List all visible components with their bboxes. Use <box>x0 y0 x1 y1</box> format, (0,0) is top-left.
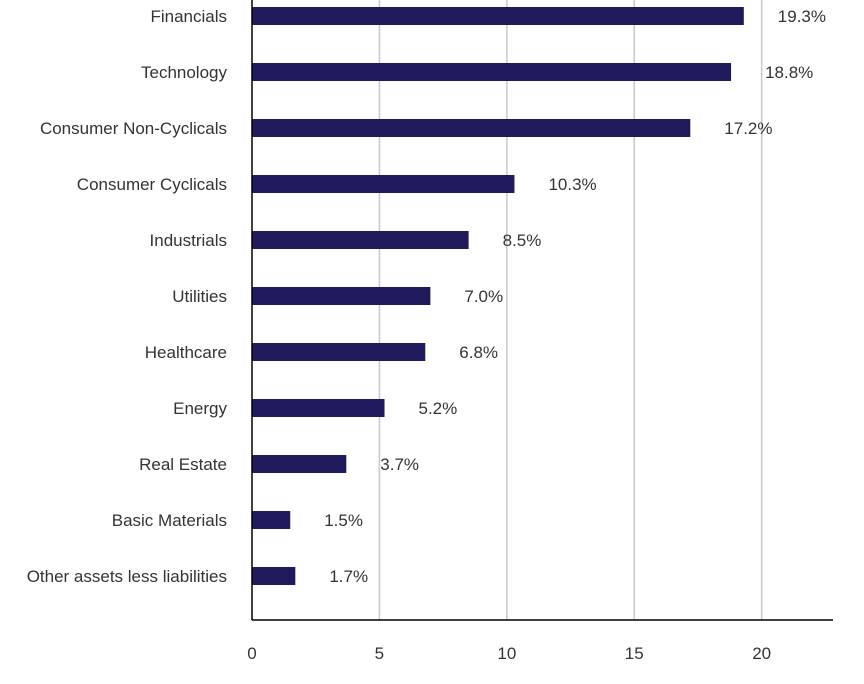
x-tick-label-10: 10 <box>497 644 516 663</box>
bar-utilities <box>252 287 431 305</box>
category-label-healthcare: Healthcare <box>145 343 227 362</box>
data-label-utilities: 7.0% <box>464 287 503 306</box>
category-label-utilities: Utilities <box>172 287 227 306</box>
category-label-basic-materials: Basic Materials <box>112 511 227 530</box>
data-label-consumer-cyclicals: 10.3% <box>548 175 596 194</box>
data-label-energy: 5.2% <box>419 399 458 418</box>
data-label-real-estate: 3.7% <box>380 455 419 474</box>
data-label-other-assets-less-liabilities: 1.7% <box>329 567 368 586</box>
bar-basic-materials <box>252 511 291 529</box>
data-label-industrials: 8.5% <box>503 231 542 250</box>
category-labels: Financials Technology Consumer Non-Cyclica… <box>27 7 228 586</box>
category-label-financials: Financials <box>150 7 227 26</box>
bar-technology <box>252 63 732 81</box>
data-label-healthcare: 6.8% <box>459 343 498 362</box>
bar-energy <box>252 399 385 417</box>
data-label-technology: 18.8% <box>765 63 813 82</box>
data-label-basic-materials: 1.5% <box>324 511 363 530</box>
x-tick-labels: 0 5 10 15 20 <box>247 644 771 663</box>
data-label-consumer-non-cyclicals: 17.2% <box>724 119 772 138</box>
category-label-industrials: Industrials <box>150 231 227 250</box>
bar-other-assets-less-liabilities <box>252 567 296 585</box>
bars <box>252 7 744 585</box>
x-tick-label-0: 0 <box>247 644 256 663</box>
category-label-real-estate: Real Estate <box>139 455 227 474</box>
x-tick-label-5: 5 <box>375 644 384 663</box>
axes <box>251 0 833 621</box>
category-label-consumer-cyclicals: Consumer Cyclicals <box>77 175 227 194</box>
category-label-other-assets-less-liabilities: Other assets less liabilities <box>27 567 227 586</box>
bar-consumer-non-cyclicals <box>252 119 691 137</box>
bar-industrials <box>252 231 469 249</box>
category-label-technology: Technology <box>141 63 228 82</box>
category-label-energy: Energy <box>173 399 227 418</box>
bar-financials <box>252 7 744 25</box>
x-tick-label-15: 15 <box>625 644 644 663</box>
data-label-financials: 19.3% <box>778 7 826 26</box>
bar-consumer-cyclicals <box>252 175 515 193</box>
gridlines <box>378 0 763 620</box>
category-label-consumer-non-cyclicals: Consumer Non-Cyclicals <box>40 119 227 138</box>
x-tick-label-20: 20 <box>752 644 771 663</box>
bar-real-estate <box>252 455 347 473</box>
data-labels: 19.3% 18.8% 17.2% 10.3% 8.5% 7.0% 6.8% 5.2% 3.7%… <box>324 7 826 586</box>
bar-healthcare <box>252 343 426 361</box>
